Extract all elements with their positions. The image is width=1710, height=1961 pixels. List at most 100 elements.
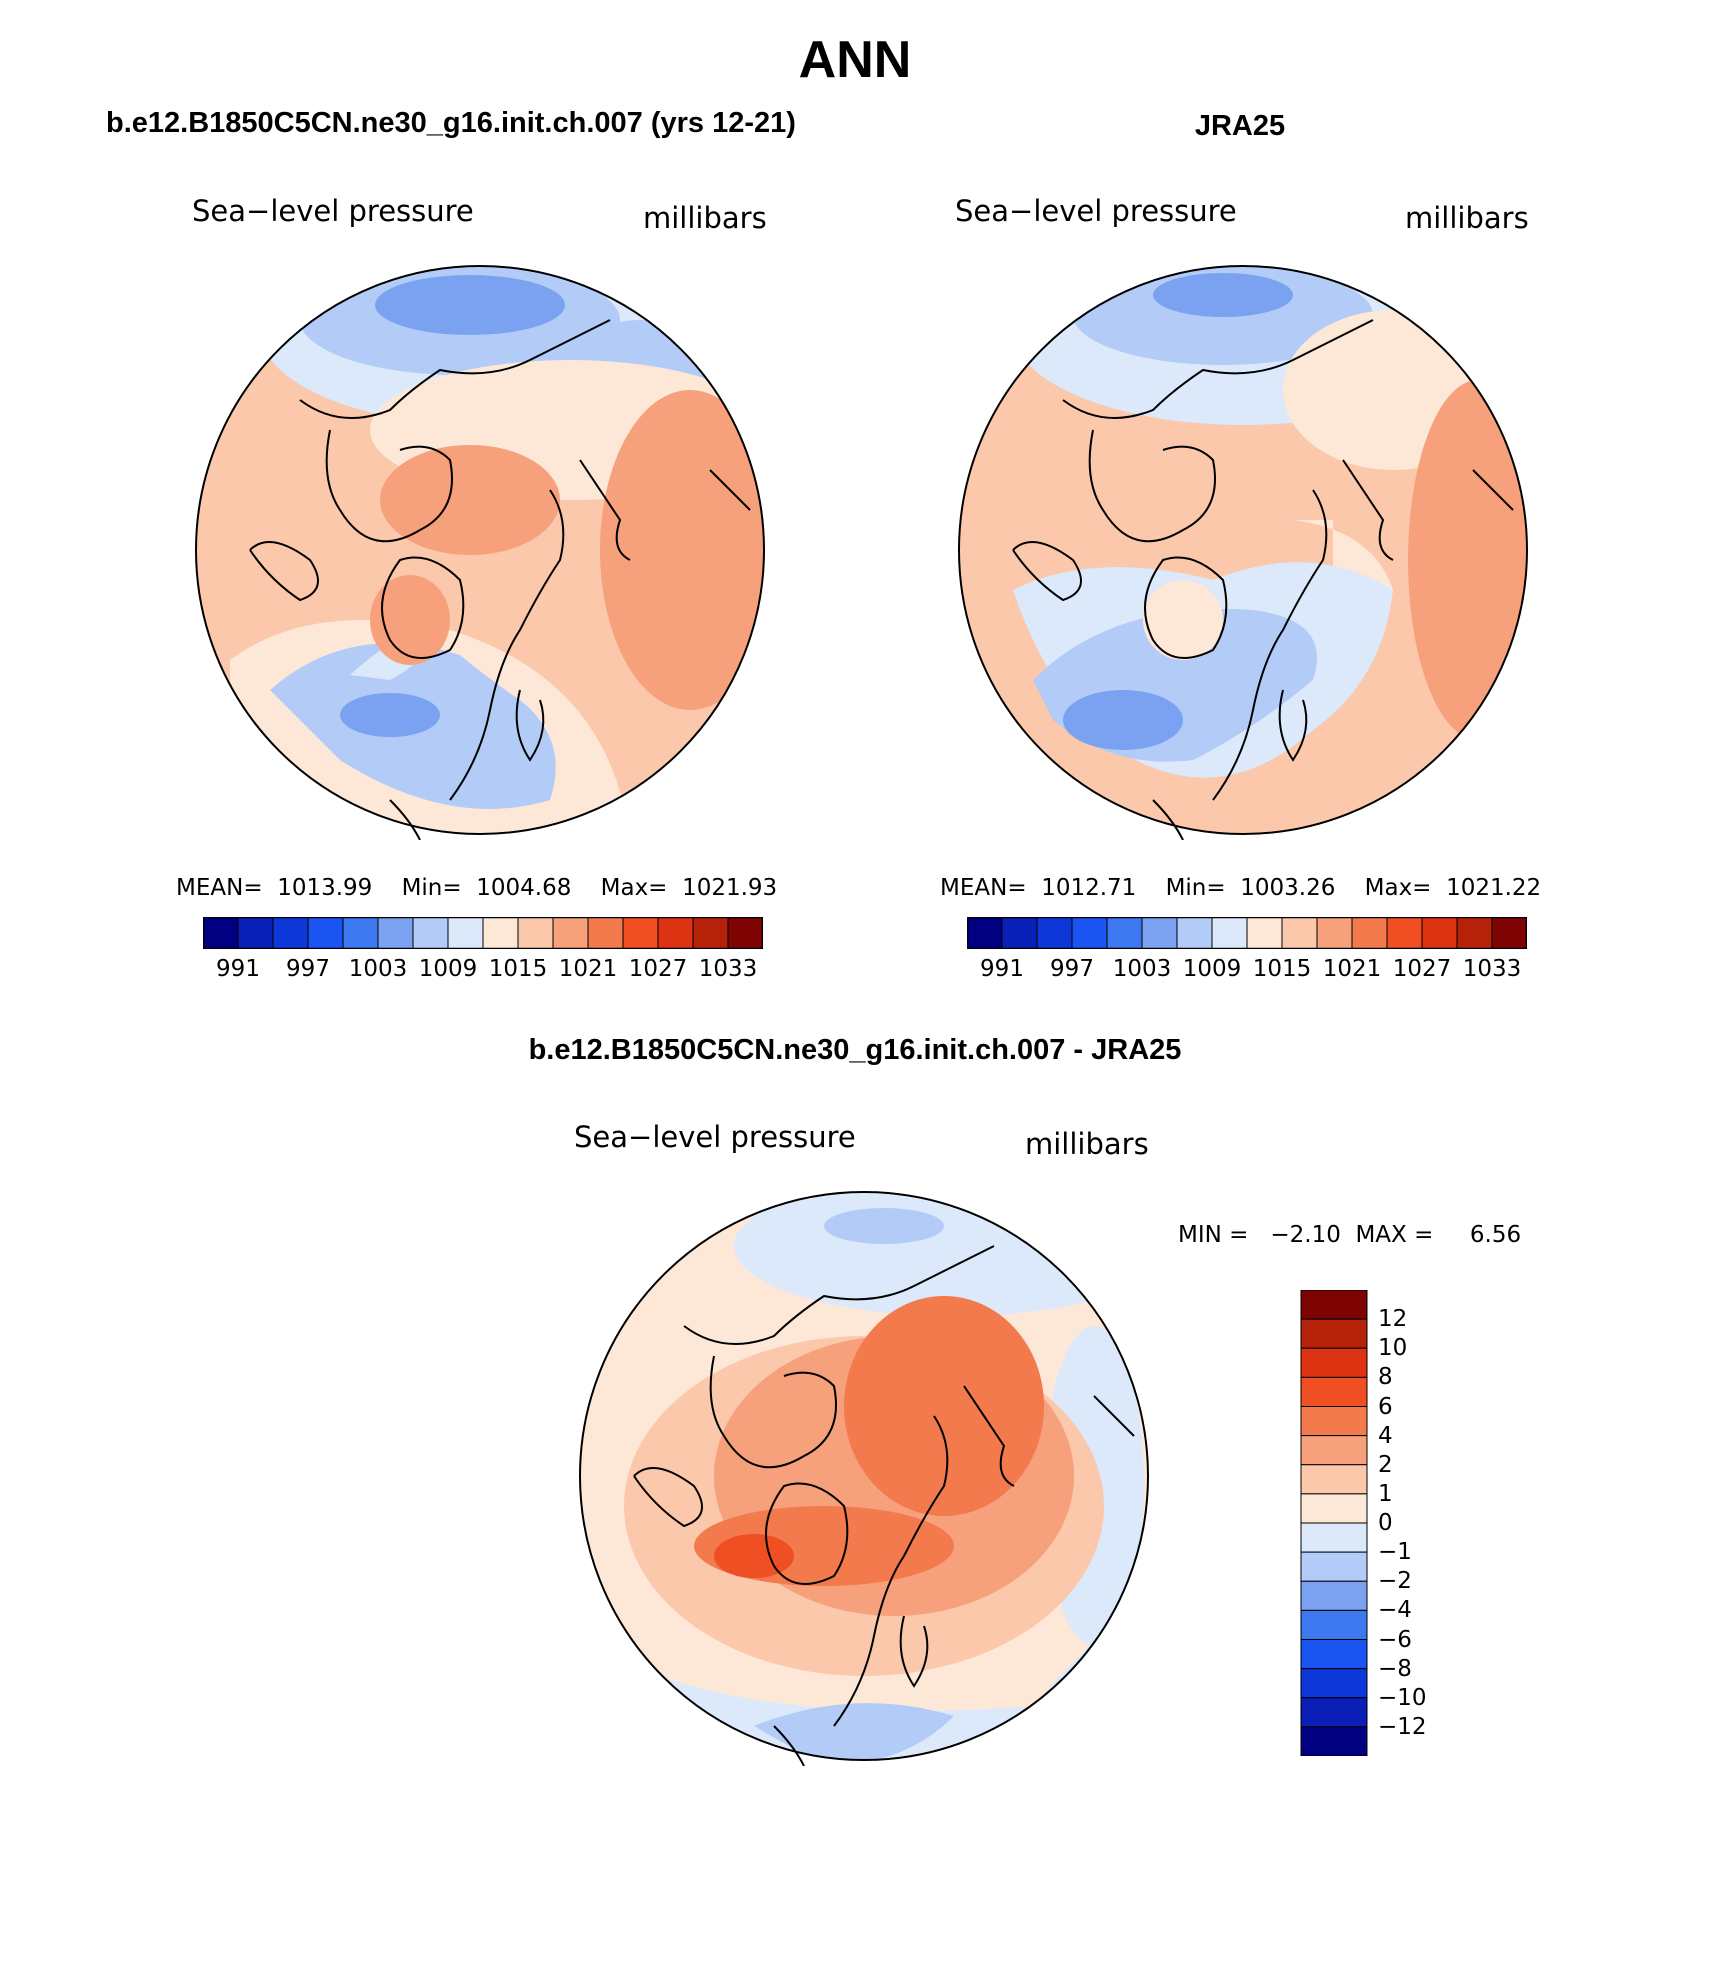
pressure-contour xyxy=(1063,690,1183,750)
diff-colorbar-ticks: 12 10 8 6 4 2 1 0 −1 −2 −4 −6 −8 −10 −12 xyxy=(1378,1290,1498,1756)
colorbar-swatch xyxy=(1071,917,1108,949)
colorbar-tick-label: −1 xyxy=(1378,1539,1412,1566)
colorbar-swatch xyxy=(1300,1406,1368,1437)
model-colorbar-ticks: 991 997 1003 1009 1015 1021 1027 1033 xyxy=(203,956,763,986)
pressure-contour xyxy=(954,1324,1014,1368)
main-title: ANN xyxy=(798,31,912,89)
colorbar-swatch xyxy=(377,917,414,949)
colorbar-tick-label: 1003 xyxy=(348,956,408,982)
colorbar-swatch xyxy=(1246,917,1283,949)
colorbar-tick-label: 1 xyxy=(1378,1480,1393,1507)
colorbar-swatch xyxy=(1386,917,1423,949)
colorbar-swatch xyxy=(1300,1347,1368,1378)
colorbar-tick-label: 1003 xyxy=(1112,956,1172,982)
colorbar-swatch xyxy=(1300,1522,1368,1553)
colorbar-tick-label: 1033 xyxy=(698,956,758,982)
colorbar-tick-label: 1009 xyxy=(1182,956,1242,982)
pressure-contour xyxy=(370,575,450,665)
colorbar-swatch xyxy=(1300,1580,1368,1611)
colorbar-swatch xyxy=(692,917,729,949)
colorbar-tick-label: 4 xyxy=(1378,1422,1393,1449)
colorbar-swatch xyxy=(1421,917,1458,949)
colorbar-tick-label: 1027 xyxy=(1392,956,1452,982)
colorbar-swatch xyxy=(307,917,344,949)
colorbar-swatch xyxy=(1300,1668,1368,1699)
obs-polar-map xyxy=(958,265,1528,840)
colorbar-tick-label: 0 xyxy=(1378,1510,1393,1536)
obs-panel-header: JRA25 xyxy=(1194,110,1286,142)
obs-variable-label: Sea−level pressure xyxy=(955,194,1237,228)
diff-colorbar xyxy=(1300,1290,1368,1756)
colorbar-tick-label: −8 xyxy=(1378,1655,1412,1682)
colorbar-swatch xyxy=(482,917,519,949)
colorbar-swatch xyxy=(1351,917,1388,949)
colorbar-swatch xyxy=(1316,917,1353,949)
colorbar-swatch xyxy=(1176,917,1213,949)
colorbar-swatch xyxy=(1300,1493,1368,1524)
colorbar-tick-label: 1009 xyxy=(418,956,478,982)
colorbar-tick-label: 1021 xyxy=(1322,956,1382,982)
colorbar-swatch xyxy=(1300,1551,1368,1582)
colorbar-swatch xyxy=(1300,1318,1368,1349)
colorbar-tick-label: 997 xyxy=(286,956,330,982)
colorbar-tick-label: 2 xyxy=(1378,1451,1393,1478)
colorbar-swatch xyxy=(1300,1726,1368,1756)
pressure-contour xyxy=(600,390,764,710)
diff-stats: MIN = −2.10 MAX = 6.56 xyxy=(1178,1222,1522,1248)
coastlines xyxy=(249,319,751,840)
pressure-contour xyxy=(1153,273,1293,317)
pressure-contour xyxy=(824,1208,944,1244)
colorbar-swatch xyxy=(517,917,554,949)
colorbar-tick-label: 10 xyxy=(1378,1335,1408,1362)
model-variable-label: Sea−level pressure xyxy=(192,194,474,228)
pressure-contour xyxy=(714,1534,794,1578)
diff-polar-map xyxy=(579,1191,1149,1766)
colorbar-tick-label: −10 xyxy=(1378,1684,1427,1711)
pressure-contour xyxy=(754,1703,954,1760)
pressure-contour xyxy=(1143,580,1223,660)
colorbar-tick-label: 1033 xyxy=(1462,956,1522,982)
colorbar-swatch xyxy=(587,917,624,949)
colorbar-tick-label: 8 xyxy=(1378,1364,1393,1391)
colorbar-swatch xyxy=(967,917,1003,949)
model-panel-header: b.e12.B1850C5CN.ne30_g16.init.ch.007 (yr… xyxy=(106,107,796,139)
colorbar-swatch xyxy=(1300,1435,1368,1466)
colorbar-swatch xyxy=(1300,1464,1368,1495)
colorbar-swatch xyxy=(1300,1697,1368,1728)
colorbar-swatch xyxy=(1001,917,1038,949)
colorbar-tick-label: 991 xyxy=(980,956,1024,982)
colorbar-swatch xyxy=(447,917,484,949)
model-stats: MEAN= 1013.99 Min= 1004.68 Max= 1021.93 xyxy=(176,875,778,901)
colorbar-swatch xyxy=(1300,1639,1368,1670)
colorbar-tick-label: −6 xyxy=(1378,1626,1412,1653)
colorbar-tick-label: −2 xyxy=(1378,1568,1412,1595)
colorbar-tick-label: −4 xyxy=(1378,1597,1412,1624)
colorbar-swatch xyxy=(657,917,694,949)
colorbar-swatch xyxy=(552,917,589,949)
colorbar-swatch xyxy=(1300,1290,1368,1320)
colorbar-swatch xyxy=(237,917,274,949)
colorbar-tick-label: 12 xyxy=(1378,1306,1408,1333)
colorbar-tick-label: 1021 xyxy=(558,956,618,982)
obs-stats: MEAN= 1012.71 Min= 1003.26 Max= 1021.22 xyxy=(940,875,1542,901)
colorbar-swatch xyxy=(1300,1376,1368,1407)
colorbar-tick-label: 1015 xyxy=(1252,956,1312,982)
colorbar-tick-label: −12 xyxy=(1378,1713,1427,1740)
colorbar-swatch xyxy=(272,917,309,949)
colorbar-tick-label: 6 xyxy=(1378,1393,1393,1420)
obs-colorbar xyxy=(967,917,1527,949)
colorbar-tick-label: 991 xyxy=(216,956,260,982)
colorbar-tick-label: 997 xyxy=(1050,956,1094,982)
colorbar-swatch xyxy=(1211,917,1248,949)
colorbar-swatch xyxy=(1141,917,1178,949)
pressure-contour xyxy=(340,693,440,737)
colorbar-swatch xyxy=(1036,917,1073,949)
obs-colorbar-ticks: 991 997 1003 1009 1015 1021 1027 1033 xyxy=(967,956,1527,986)
obs-units-label: millibars xyxy=(1405,201,1529,235)
colorbar-swatch xyxy=(622,917,659,949)
colorbar-swatch xyxy=(1106,917,1143,949)
diff-panel-header: b.e12.B1850C5CN.ne30_g16.init.ch.007 - J… xyxy=(528,1034,1182,1066)
pressure-contour xyxy=(380,445,560,555)
colorbar-swatch xyxy=(342,917,379,949)
model-colorbar xyxy=(203,917,763,949)
